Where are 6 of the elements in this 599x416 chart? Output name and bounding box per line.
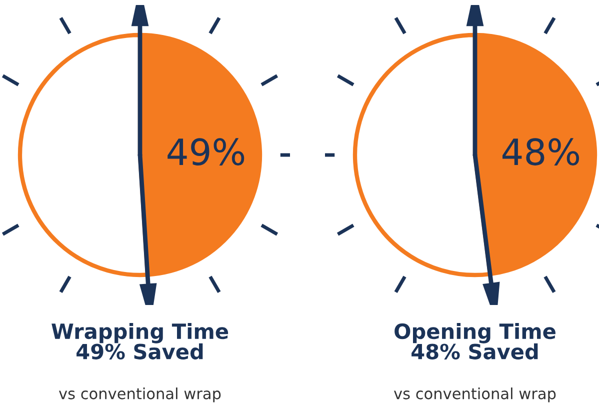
text: Opening Time 48% Saved — [394, 323, 556, 360]
data-label: 48% — [502, 138, 580, 166]
text: vs conventional wrap — [58, 388, 221, 402]
text: vs conventional wrap — [394, 388, 556, 402]
text: Wrapping Time 49% Saved — [52, 323, 228, 360]
data-label: 49% — [168, 138, 244, 166]
